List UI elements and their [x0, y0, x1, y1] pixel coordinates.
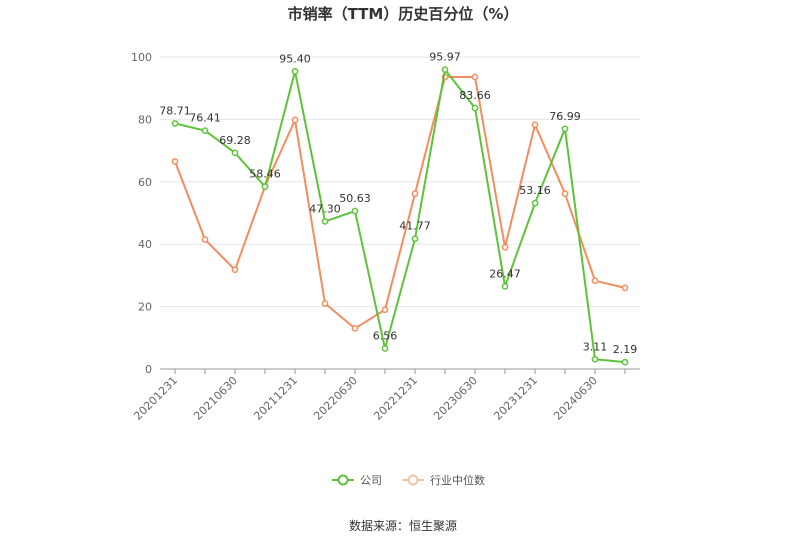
series-line-company: [174, 68, 626, 364]
data-point-industry-median[interactable]: [231, 266, 239, 274]
data-point-company[interactable]: [351, 207, 359, 215]
x-tick-label: 20211231: [251, 374, 300, 423]
legend-item-industry-median[interactable]: 行业中位数: [402, 473, 485, 487]
data-point-industry-median[interactable]: [591, 277, 599, 285]
x-tick-label: 20210630: [191, 374, 240, 423]
data-label: 69.28: [219, 134, 251, 147]
data-point-company[interactable]: [201, 127, 209, 134]
data-point-industry-median[interactable]: [621, 284, 629, 292]
series-layer: [171, 66, 629, 366]
x-tick-label: 20221231: [371, 374, 420, 423]
data-point-industry-median[interactable]: [561, 190, 569, 198]
data-point-industry-median[interactable]: [471, 73, 479, 81]
source-note: 数据来源：恒生聚源: [349, 518, 457, 533]
data-point-company[interactable]: [441, 66, 449, 73]
data-point-company[interactable]: [531, 199, 539, 207]
legend-marker-swatch: [337, 474, 349, 486]
y-tick-label: 100: [131, 51, 152, 64]
x-axis: 20201231 20210630 20211231 20220630 20221231…: [131, 369, 626, 423]
data-label: 3.11: [583, 340, 608, 353]
legend-marker-swatch: [407, 474, 419, 486]
chart-title: 市销率（TTM）历史百分位（%）: [288, 5, 519, 23]
y-axis: 0 20 40 60 80 100: [131, 51, 152, 376]
data-point-industry-median[interactable]: [531, 121, 539, 129]
data-label: 50.63: [339, 192, 371, 205]
data-label: 53.16: [519, 184, 551, 197]
data-point-industry-median[interactable]: [171, 158, 179, 165]
data-point-company[interactable]: [291, 68, 299, 75]
data-label: 47.30: [309, 202, 341, 215]
x-tick-label: 20220630: [311, 374, 360, 423]
series-line-industry-median: [174, 75, 626, 330]
data-label: 41.77: [399, 220, 431, 233]
data-point-company[interactable]: [231, 149, 239, 157]
y-tick-label: 60: [138, 176, 152, 189]
data-label: 6.56: [373, 330, 398, 343]
data-label: 76.99: [549, 110, 581, 123]
data-point-company[interactable]: [411, 235, 419, 243]
data-label: 2.19: [613, 343, 638, 356]
data-point-company[interactable]: [501, 283, 509, 290]
data-point-company[interactable]: [591, 355, 599, 363]
data-label: 83.66: [459, 89, 491, 102]
data-point-company[interactable]: [621, 358, 629, 366]
data-label: 95.97: [429, 51, 461, 64]
data-point-industry-median[interactable]: [321, 300, 329, 307]
data-point-industry-median[interactable]: [351, 325, 359, 332]
data-point-industry-median[interactable]: [291, 116, 299, 124]
data-point-industry-median[interactable]: [411, 190, 419, 198]
legend[interactable]: 公司 行业中位数: [332, 473, 485, 487]
y-tick-label: 20: [138, 301, 152, 314]
data-point-company[interactable]: [321, 218, 329, 225]
data-label: 78.71: [159, 104, 191, 117]
data-label: 76.41: [189, 112, 221, 125]
x-tick-label: 20230630: [431, 374, 480, 423]
data-point-company[interactable]: [561, 125, 569, 133]
data-point-company[interactable]: [471, 104, 479, 112]
data-point-company[interactable]: [261, 183, 269, 190]
x-tick-label: 20231231: [491, 374, 540, 423]
y-tick-label: 0: [145, 363, 152, 376]
legend-label: 公司: [360, 474, 382, 487]
grid: [160, 56, 640, 308]
y-tick-label: 80: [138, 113, 152, 126]
legend-label: 行业中位数: [430, 473, 485, 487]
legend-item-company[interactable]: 公司: [332, 474, 382, 487]
data-point-company[interactable]: [381, 345, 389, 352]
data-label: 58.46: [249, 168, 281, 181]
y-tick-label: 40: [138, 238, 152, 251]
data-point-industry-median[interactable]: [381, 306, 389, 314]
x-tick-label: 20240630: [551, 374, 600, 423]
data-label: 26.47: [489, 267, 521, 280]
data-point-industry-median[interactable]: [201, 236, 209, 243]
data-label: 95.40: [279, 52, 311, 65]
x-tick-label: 20201231: [131, 374, 180, 423]
data-point-company[interactable]: [171, 120, 179, 127]
data-point-industry-median[interactable]: [501, 243, 509, 251]
